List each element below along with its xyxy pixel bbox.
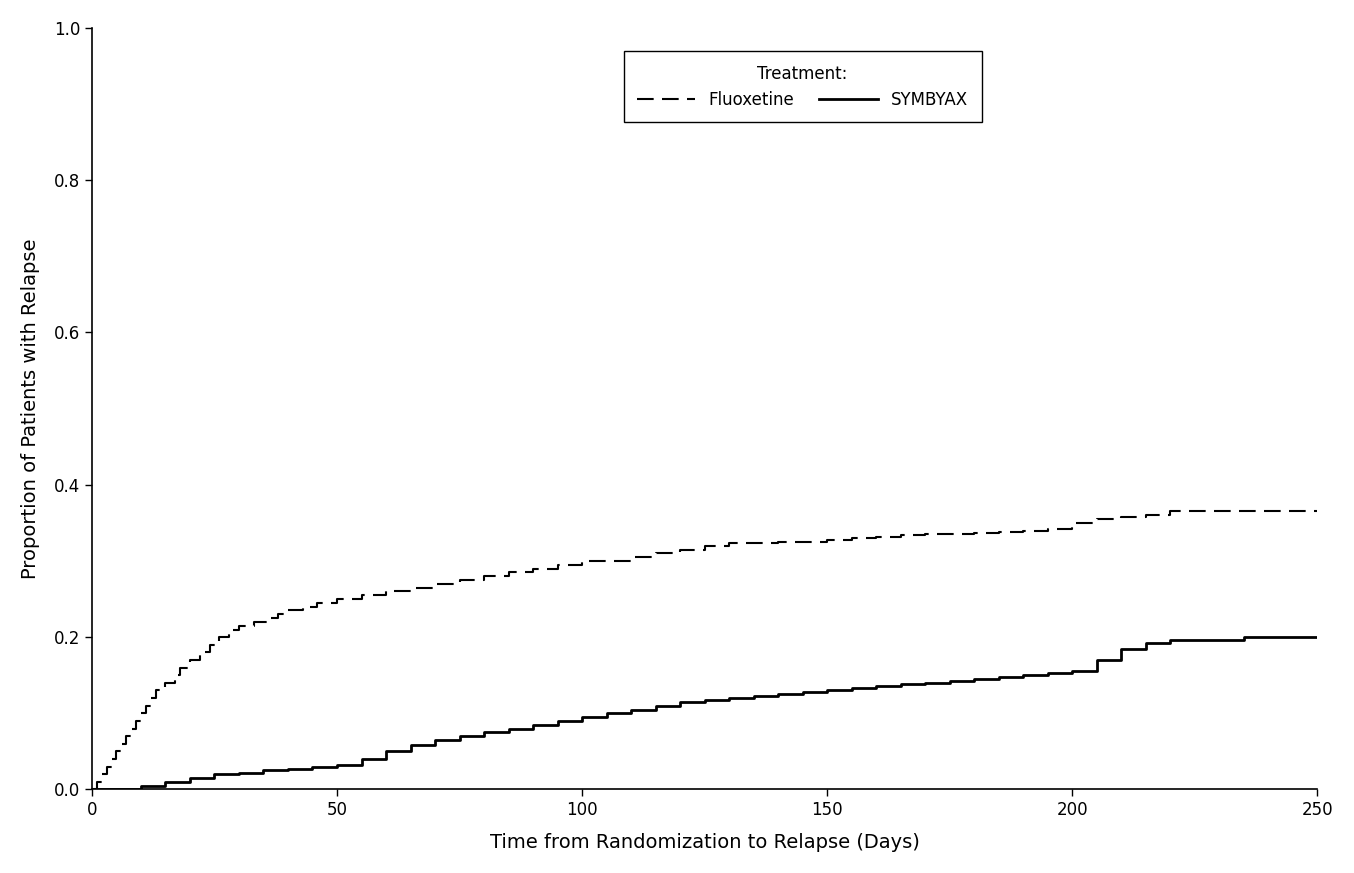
X-axis label: Time from Randomization to Relapse (Days): Time from Randomization to Relapse (Days…	[490, 833, 919, 852]
Y-axis label: Proportion of Patients with Relapse: Proportion of Patients with Relapse	[20, 238, 39, 579]
Legend: Fluoxetine, SYMBYAX: Fluoxetine, SYMBYAX	[624, 52, 982, 122]
